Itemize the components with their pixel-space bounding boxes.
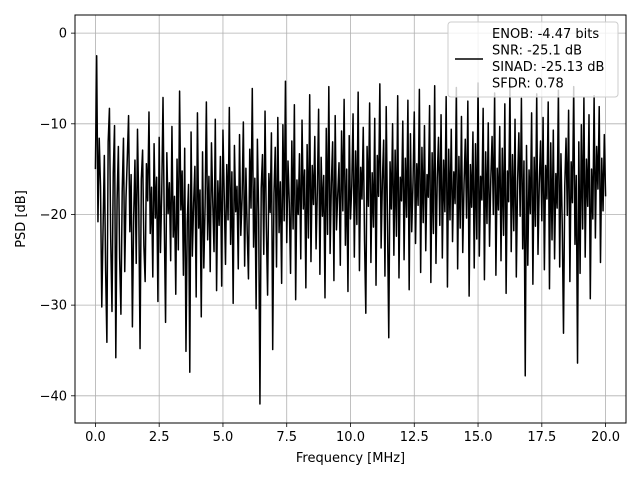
x-tick-label: 2.5 xyxy=(149,430,170,445)
x-tick-label: 20.0 xyxy=(591,430,620,445)
y-tick-label: −40 xyxy=(40,389,67,404)
y-tick-label: −20 xyxy=(40,208,67,223)
legend-stat-line: SINAD: -25.13 dB xyxy=(492,60,604,75)
x-axis-label: Frequency [MHz] xyxy=(296,451,405,466)
y-tick-label: 0 xyxy=(59,27,67,42)
x-tick-label: 5.0 xyxy=(213,430,234,445)
x-tick-label: 15.0 xyxy=(464,430,493,445)
y-axis-label: PSD [dB] xyxy=(14,190,29,248)
x-tick-label: 10.0 xyxy=(336,430,365,445)
x-tick-label: 7.5 xyxy=(276,430,297,445)
y-tick-label: −30 xyxy=(40,299,67,314)
legend-stat-line: SNR: -25.1 dB xyxy=(492,44,582,59)
x-tick-label: 0.0 xyxy=(85,430,106,445)
tick-layer: 0.0 2.5 5.0 7.5 10.0 12.5 15.0 17.5 20.0 0 −10 −20 −… xyxy=(40,27,621,445)
legend-frame xyxy=(447,21,619,98)
legend-stat-line: ENOB: -4.47 bits xyxy=(492,27,599,42)
series-layer xyxy=(94,55,607,405)
x-tick-label: 12.5 xyxy=(400,430,429,445)
y-tick-label: −10 xyxy=(40,117,67,132)
x-tick-label: 17.5 xyxy=(527,430,556,445)
psd-series-line xyxy=(94,55,607,405)
legend-stat-line: SFDR: 0.78 xyxy=(492,77,564,92)
